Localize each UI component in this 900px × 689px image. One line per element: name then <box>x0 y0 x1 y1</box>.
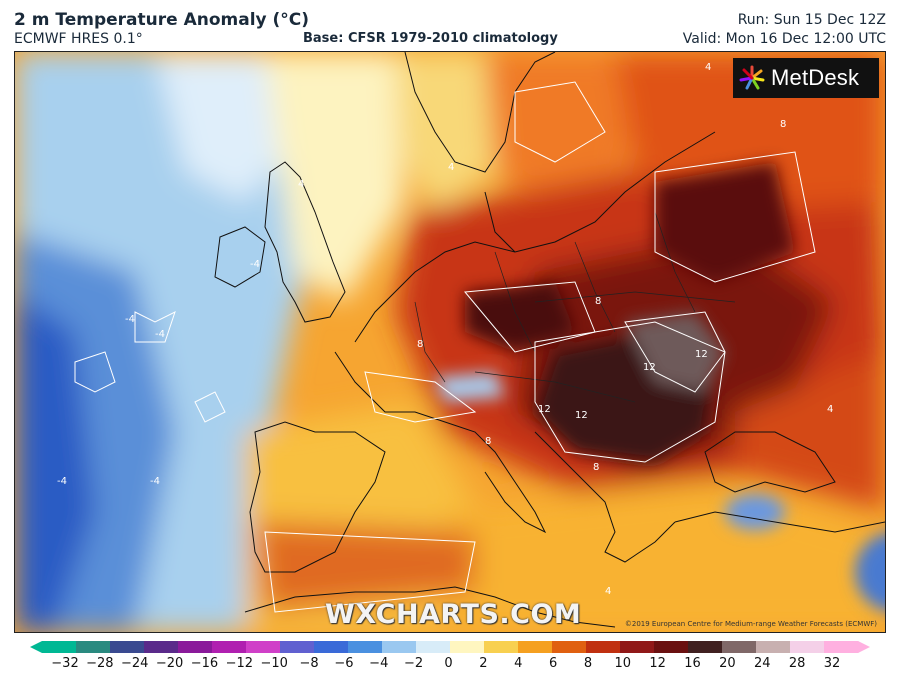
contour-label: 8 <box>417 339 423 350</box>
colorbar-tick-label: −24 <box>121 656 149 671</box>
copyright-notice: ©2019 European Centre for Medium-range W… <box>624 620 877 628</box>
colorbar-tick-label: −8 <box>299 656 319 671</box>
colorbar-tick-label: 0 <box>444 656 453 671</box>
colorbar-cell <box>552 641 587 653</box>
coastlines <box>214 52 885 628</box>
colorbar-tick-label: 20 <box>719 656 736 671</box>
colorbar-tick-label: 4 <box>514 656 523 671</box>
colorbar-cell <box>382 641 417 653</box>
colorbar-right-arrow <box>858 641 870 653</box>
contour-label: 4 <box>298 179 304 190</box>
colorbar-tick-label: 24 <box>753 656 771 671</box>
colorbar-cell <box>110 641 145 653</box>
colorbar-cell <box>484 641 519 653</box>
colorbar-tick-label: 12 <box>649 656 666 671</box>
logo-text: MetDesk <box>771 65 860 90</box>
map-canvas: -4 -4 -4 -4 -4 4 4 4 8 8 8 8 12 12 12 12… <box>15 52 885 632</box>
colorbar-cell <box>756 641 791 653</box>
contour-label: -4 <box>250 259 260 270</box>
colorbar-tick-label: −12 <box>225 656 254 671</box>
colorbar-cell <box>42 641 77 653</box>
colorbar-cell <box>518 641 553 653</box>
colorbar-tick-label: −2 <box>404 656 424 671</box>
base-climatology-label: Base: CFSR 1979-2010 climatology <box>303 31 558 46</box>
colorbar-tick-label: 16 <box>684 656 701 671</box>
starburst-logo-icon <box>739 65 765 90</box>
colorbar-cell <box>654 641 689 653</box>
colorbar-cell <box>144 641 179 653</box>
colorbar-tick-label: −6 <box>334 656 354 671</box>
colorbar-cell <box>280 641 315 653</box>
valid-time-label: Valid: Mon 16 Dec 12:00 UTC <box>682 31 886 47</box>
colorbar-tick-label: 32 <box>823 656 841 671</box>
anomaly-contours <box>74 81 816 613</box>
colorbar-left-arrow <box>30 641 42 653</box>
colorbar-tick-label: 2 <box>479 656 488 671</box>
contour-label: -4 <box>57 476 67 487</box>
temperature-anomaly-map: -4 -4 -4 -4 -4 4 4 4 8 8 8 8 12 12 12 12… <box>14 51 886 633</box>
contour-label: -4 <box>125 314 135 325</box>
colorbar-cell <box>246 641 281 653</box>
contour-labels: -4 -4 -4 -4 -4 4 4 4 8 8 8 8 12 12 12 12… <box>57 62 833 597</box>
contour-label: 12 <box>695 349 708 360</box>
colorbar-tick-label: 6 <box>548 656 558 671</box>
colorbar-cell <box>790 641 825 653</box>
contour-label: 8 <box>485 436 491 447</box>
colorbar-tick-label: 8 <box>583 656 593 671</box>
colorbar-cell <box>824 641 859 653</box>
contour-label: -4 <box>155 329 165 340</box>
colorbar-tick-label: −16 <box>190 656 219 671</box>
colorbar-tick-label: −20 <box>155 656 184 671</box>
contour-label: 4 <box>705 62 711 73</box>
colorbar-cell <box>314 641 349 653</box>
model-label: ECMWF HRES 0.1° <box>14 31 143 47</box>
contour-label: 12 <box>575 410 588 421</box>
contour-label: 4 <box>448 162 454 173</box>
colorbar-tick-label: −10 <box>260 656 288 671</box>
colorbar-cell <box>212 641 247 653</box>
colorbar-tick-label: −4 <box>369 656 389 671</box>
contour-label: 8 <box>595 296 601 307</box>
colorbar-cell <box>620 641 655 653</box>
contour-label: 8 <box>593 462 599 473</box>
chart-title: 2 m Temperature Anomaly (°C) <box>14 10 310 30</box>
colorbar-cell <box>178 641 213 653</box>
colorbar-cell <box>722 641 757 653</box>
run-time-label: Run: Sun 15 Dec 12Z <box>737 12 886 28</box>
colorbar-tick-label: −32 <box>51 656 79 671</box>
colorbar-cell <box>76 641 111 653</box>
contour-label: -4 <box>150 476 160 487</box>
colorbar-tick-label: −28 <box>86 656 114 671</box>
colorbar-tick-label: 28 <box>788 656 806 671</box>
contour-label: 8 <box>780 119 786 130</box>
contour-label: 12 <box>643 362 656 373</box>
colorbar-cell <box>586 641 621 653</box>
contour-label: 12 <box>538 404 551 415</box>
colorbar-cell <box>450 641 485 653</box>
contour-label: 4 <box>827 404 833 415</box>
metdesk-logo: MetDesk <box>733 58 879 98</box>
colorbar-cell <box>416 641 451 653</box>
colorbar-cells <box>42 641 859 653</box>
colorbar-ticks: −32 −28 −24 −20 −16 −12 −10 −8 −6 −4 −2 0 2 4 6 8 10 12 16… <box>0 656 900 676</box>
colorbar <box>30 641 870 653</box>
colorbar-cell <box>688 641 723 653</box>
colorbar-cell <box>348 641 383 653</box>
contour-label: 4 <box>605 586 611 597</box>
watermark: WXCHARTS.COM <box>325 599 582 630</box>
colorbar-tick-label: 10 <box>614 656 632 671</box>
